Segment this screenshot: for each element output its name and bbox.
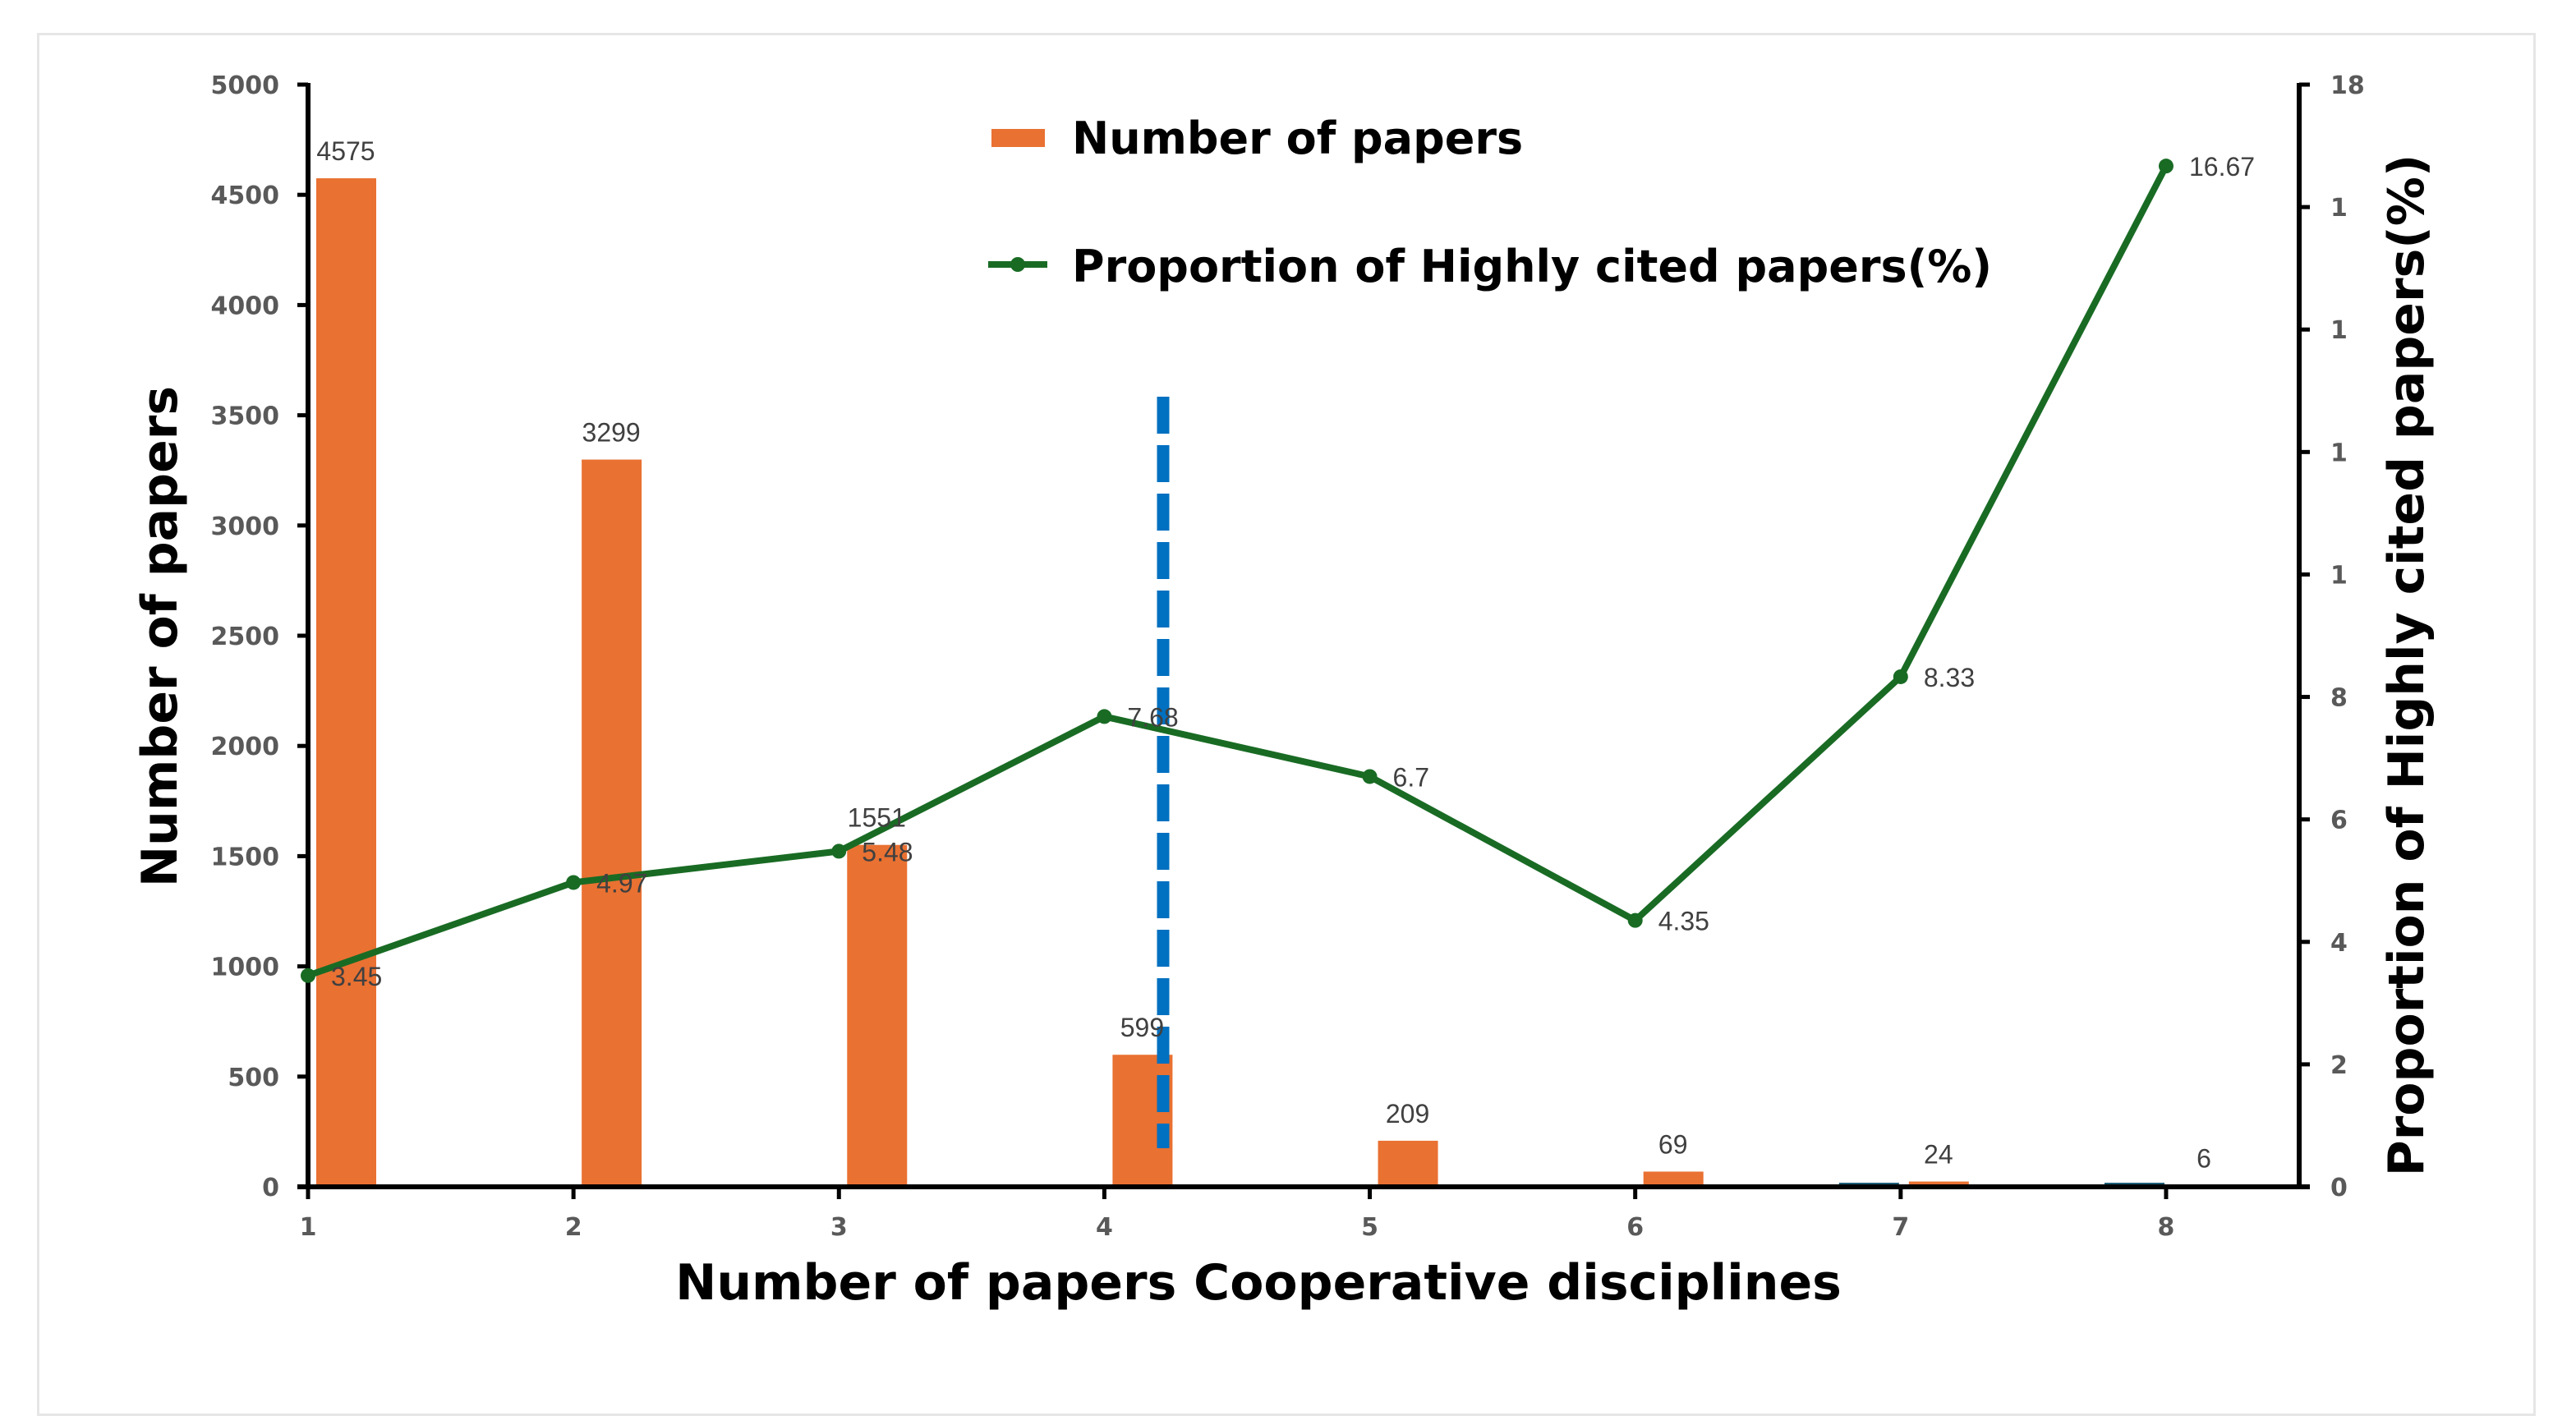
- bar-value-label: 3299: [582, 418, 641, 448]
- bar: [1112, 1055, 1173, 1187]
- line-point-marker: [1893, 669, 1908, 684]
- line-value-label: 7.68: [1127, 702, 1178, 732]
- left-tick-label: 3000: [211, 513, 280, 541]
- left-tick-label: 1000: [211, 954, 280, 982]
- orange-swatch-icon: [991, 129, 1045, 147]
- bar-value-label: 69: [1658, 1129, 1688, 1159]
- bar-value-label: 6: [2196, 1143, 2211, 1173]
- bar-value-label: 4575: [316, 136, 375, 166]
- y-axis-title: Number of papers: [131, 386, 189, 887]
- bar: [582, 459, 642, 1187]
- legend: Number of papers Proportion of Highly ci…: [988, 113, 1992, 292]
- left-tick-label: 500: [228, 1064, 279, 1092]
- left-tick-label: 3500: [211, 402, 280, 431]
- legend-label-line: Proportion of Highly cited papers(%): [1072, 241, 1992, 292]
- x-tick-label: 1: [300, 1213, 317, 1242]
- line-path: [306, 164, 2169, 979]
- left-tick-label: 2500: [211, 623, 280, 651]
- line-data-labels: 3.45 4.97 5.48 7.68 6.7 4.35 8.33 16.67: [331, 152, 2255, 991]
- x-tick-label: 2: [565, 1213, 582, 1242]
- right-tick-label: 6: [2330, 807, 2348, 835]
- left-tick-label: 4000: [211, 292, 280, 320]
- left-tick-label: 0: [262, 1174, 279, 1202]
- line-value-label: 6.7: [1393, 762, 1429, 792]
- x-tick-label: 3: [830, 1213, 848, 1242]
- bar: [847, 844, 908, 1187]
- right-tick-label: 1: [2330, 439, 2348, 467]
- line-value-label: 16.67: [2189, 152, 2255, 182]
- right-tick-label: 2: [2330, 1051, 2348, 1080]
- sliver-bar: [2104, 1183, 2164, 1185]
- x-tick-label: 6: [1626, 1213, 1644, 1242]
- x-tick-label: 5: [1361, 1213, 1378, 1242]
- bar: [1378, 1140, 1438, 1187]
- right-tick-label: 4: [2330, 929, 2348, 958]
- sliver-bar: [1838, 1183, 1899, 1185]
- line-point-marker: [1362, 769, 1378, 784]
- right-tick-label: 0: [2330, 1174, 2348, 1202]
- bar: [316, 178, 376, 1187]
- line-value-label: 4.35: [1658, 907, 1709, 936]
- line-point-marker: [2158, 159, 2174, 174]
- hidden-series-slivers: [1838, 1183, 2164, 1185]
- bar-series-number-of-papers: [316, 178, 2234, 1188]
- x-tick-label: 8: [2158, 1213, 2175, 1242]
- line-point-marker: [301, 968, 315, 983]
- right-y-ticks: 0 2 4 6 8 1 1 1 1 18: [2299, 71, 2365, 1202]
- bar: [1643, 1171, 1704, 1187]
- line-point-marker: [1627, 912, 1643, 928]
- right-tick-label: 1: [2330, 194, 2348, 223]
- right-tick-label: 8: [2330, 684, 2348, 713]
- left-tick-label: 5000: [211, 71, 280, 100]
- line-value-label: 8.33: [1924, 663, 1975, 692]
- right-tick-label: 1: [2330, 316, 2348, 345]
- line-value-label: 4.97: [596, 868, 647, 898]
- green-dot-icon: [1010, 257, 1025, 272]
- left-tick-label: 4500: [211, 182, 280, 210]
- bar-value-label: 599: [1120, 1013, 1164, 1042]
- x-ticks: 1 2 3 4 5 6 7 8: [300, 1187, 2175, 1242]
- line-value-label: 3.45: [331, 962, 382, 991]
- legend-item-bars[interactable]: Number of papers: [991, 113, 1523, 164]
- line-series-highly-cited-proportion: [301, 159, 2174, 983]
- bar-value-label: 209: [1386, 1099, 1429, 1129]
- line-point-marker: [566, 875, 582, 890]
- x-tick-label: 7: [1892, 1213, 1909, 1242]
- bar-value-label: 1551: [848, 803, 906, 833]
- bar-data-labels: 4575 3299 1551 599 209 69 24 6: [316, 136, 2210, 1173]
- legend-label-bars: Number of papers: [1072, 113, 1523, 164]
- line-point-marker: [1097, 709, 1112, 724]
- line-point-marker: [831, 844, 847, 859]
- x-axis-title: Number of papers Cooperative disciplines: [675, 1254, 1842, 1312]
- legend-item-line[interactable]: Proportion of Highly cited papers(%): [988, 241, 1992, 292]
- left-tick-label: 2000: [211, 733, 280, 761]
- x-tick-label: 4: [1096, 1213, 1113, 1242]
- y2-axis-title: Proportion of Highly cited papers(%): [2378, 154, 2436, 1177]
- right-tick-label: 18: [2330, 71, 2365, 100]
- line-value-label: 5.48: [862, 837, 913, 866]
- left-tick-label: 1500: [211, 843, 280, 871]
- bar-value-label: 24: [1924, 1140, 1953, 1170]
- right-tick-label: 1: [2330, 561, 2348, 590]
- bar: [1908, 1181, 1969, 1187]
- left-y-ticks: 0 500 1000 1500 2000 2500 3000 3500 4000 4500 5000: [211, 71, 308, 1202]
